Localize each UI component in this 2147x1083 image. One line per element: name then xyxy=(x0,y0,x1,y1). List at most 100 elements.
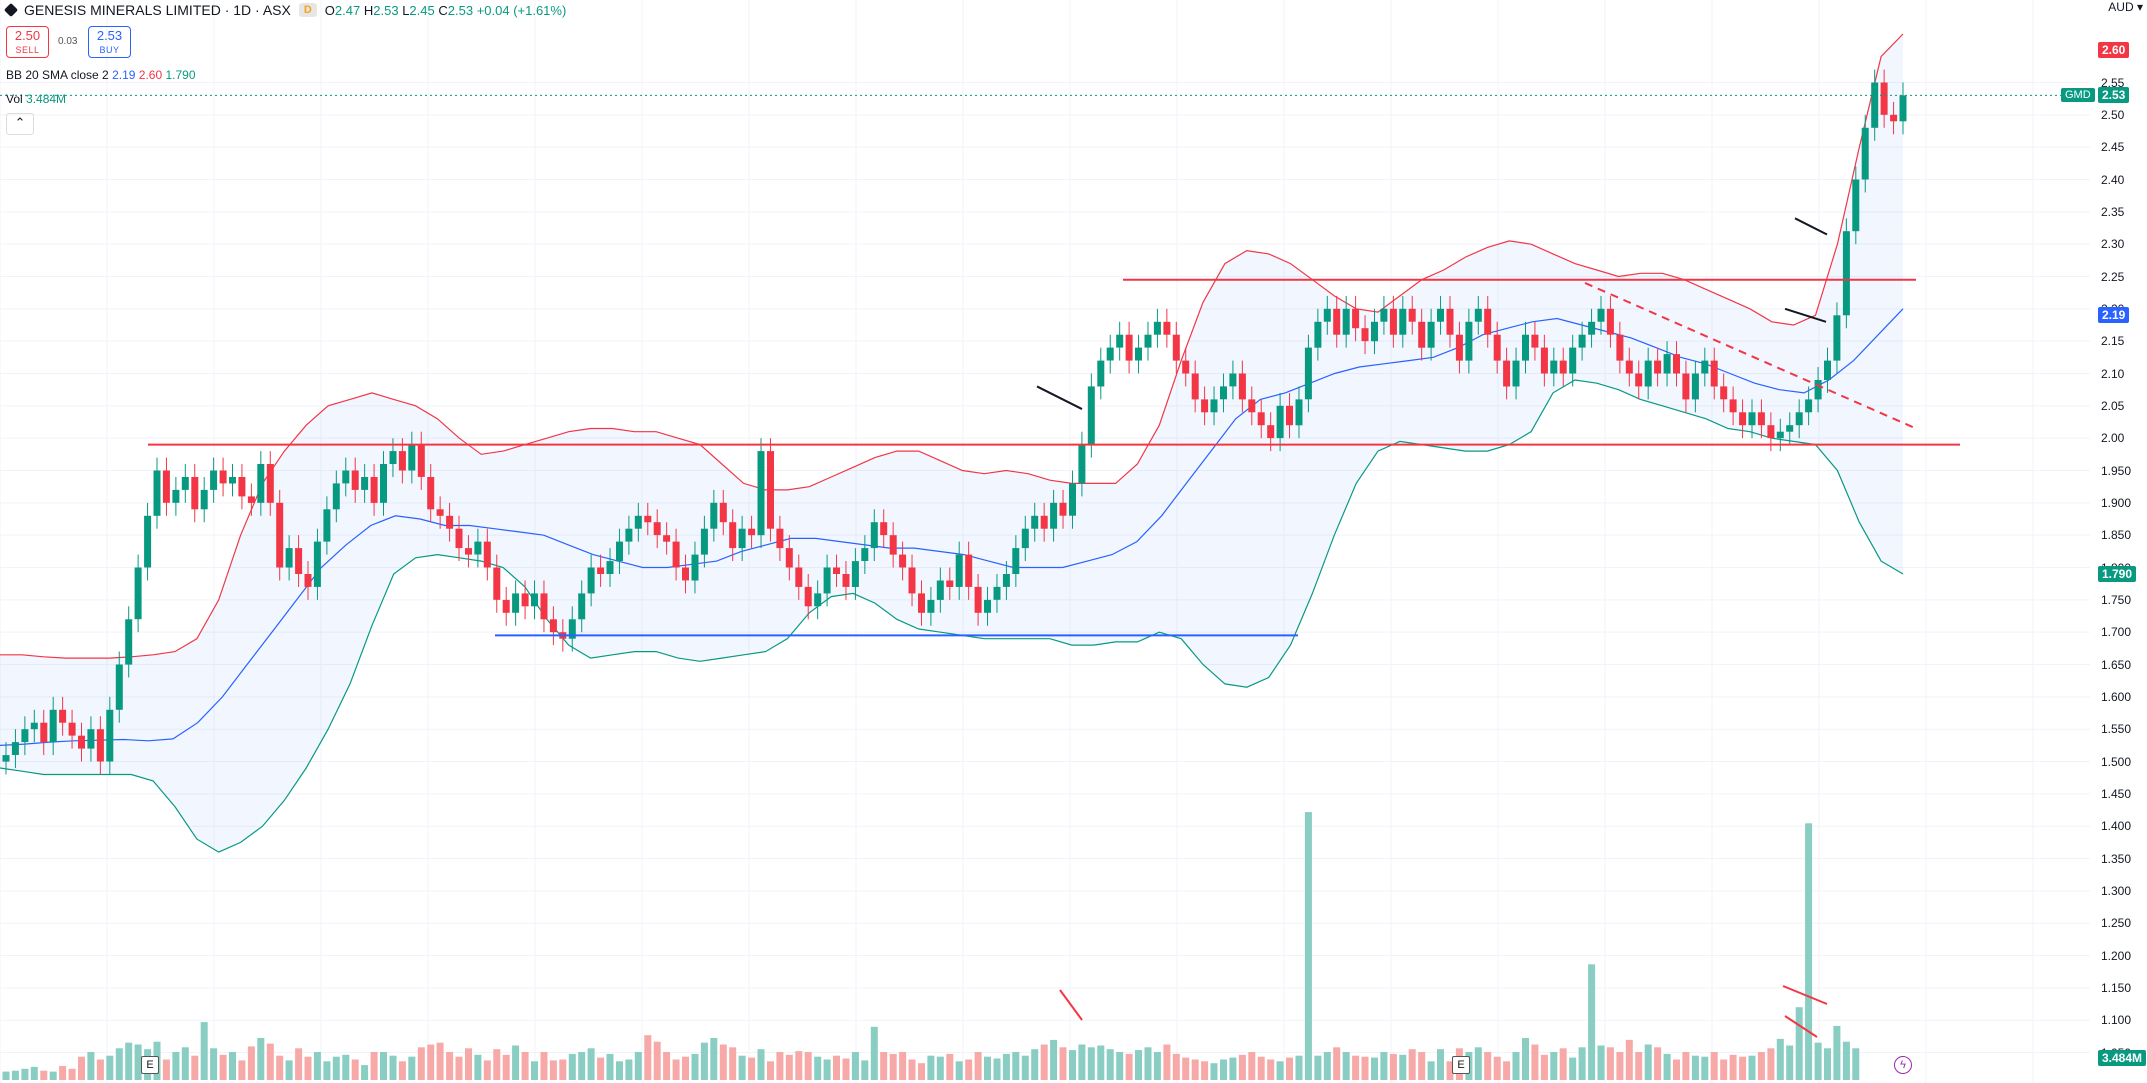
bb-upper-value: 2.60 xyxy=(138,68,163,82)
candle-body xyxy=(776,528,784,549)
axis-tick-label: 2.05 xyxy=(2101,398,2125,413)
volume-bar xyxy=(87,1052,95,1080)
candle-body xyxy=(106,709,114,762)
spread-value: 0.03 xyxy=(58,36,78,47)
candle-body xyxy=(587,567,595,594)
candle-body xyxy=(1238,373,1246,400)
candle-body xyxy=(238,477,246,497)
candle-body xyxy=(1550,360,1558,374)
candle-body xyxy=(1078,444,1086,484)
candle-body xyxy=(417,444,425,477)
buy-button[interactable]: 2.53 BUY xyxy=(88,26,131,58)
candle-body xyxy=(342,470,350,484)
current-price-tag: 2.53 xyxy=(2098,87,2130,104)
volume-bar xyxy=(691,1053,699,1080)
volume-bar xyxy=(1682,1052,1690,1080)
candle-body xyxy=(729,522,737,549)
volume-bar xyxy=(1663,1053,1671,1080)
candle-body xyxy=(861,548,869,561)
candle-body xyxy=(738,528,746,549)
volume-bar xyxy=(767,1061,774,1080)
candle-body xyxy=(880,522,888,536)
candle-body xyxy=(1389,308,1397,335)
candle-body xyxy=(144,515,152,568)
volume-bar xyxy=(465,1048,472,1080)
volume-bar xyxy=(361,1065,369,1080)
candle-body xyxy=(1540,347,1548,374)
candle-body xyxy=(1710,360,1718,387)
volume-bar xyxy=(1229,1057,1237,1080)
candle-body xyxy=(993,586,1001,600)
candle-body xyxy=(757,451,765,536)
volume-bar xyxy=(729,1047,737,1080)
volume-bar xyxy=(1616,1052,1624,1080)
candle-body xyxy=(1757,412,1765,426)
volume-bar xyxy=(1323,1052,1331,1080)
volume-bar xyxy=(210,1048,218,1080)
candle-body xyxy=(1701,360,1709,374)
candle-body xyxy=(1352,308,1360,329)
volume-bar xyxy=(389,1055,397,1080)
bollinger-legend[interactable]: BB 20 SMA close 2 2.19 2.60 1.790 xyxy=(6,68,196,82)
candle-body xyxy=(1333,308,1341,335)
volume-bar xyxy=(616,1061,623,1080)
volume-bar xyxy=(247,1046,255,1080)
candle-body xyxy=(162,470,170,503)
axis-tick-label: 1.600 xyxy=(2101,689,2132,704)
volume-bar xyxy=(493,1049,501,1080)
candle-body xyxy=(446,515,454,529)
price-axis[interactable]: AUD ▾ 2.552.502.452.402.352.302.252.202.… xyxy=(2090,0,2147,1083)
lightning-icon[interactable]: ϟ xyxy=(1894,1056,1912,1074)
volume-bar xyxy=(899,1052,907,1080)
axis-tick-label: 1.700 xyxy=(2101,625,2132,640)
candle-body xyxy=(474,541,482,555)
candle-body xyxy=(691,554,699,581)
axis-tick-label: 1.750 xyxy=(2101,592,2132,607)
bb-basis-value: 2.19 xyxy=(112,68,136,82)
candle-body xyxy=(219,470,227,484)
volume-bar xyxy=(795,1051,803,1080)
volume-bar xyxy=(653,1041,661,1080)
volume-bar xyxy=(417,1047,425,1080)
volume-bar xyxy=(1842,1041,1850,1080)
axis-tick-label: 1.650 xyxy=(2101,657,2132,672)
sell-button[interactable]: 2.50 SELL xyxy=(6,26,49,58)
volume-bar xyxy=(1484,1052,1492,1080)
volume-bar xyxy=(634,1052,642,1080)
volume-bar xyxy=(1106,1049,1114,1080)
candle-body xyxy=(1021,528,1029,549)
symbol-title[interactable]: GENESIS MINERALS LIMITED · 1D · ASX xyxy=(24,2,291,18)
price-chart[interactable] xyxy=(0,0,2090,1083)
currency-selector[interactable]: AUD ▾ xyxy=(2108,0,2143,14)
candle-body xyxy=(1097,360,1105,387)
volume-bar xyxy=(1286,1057,1293,1080)
symbol-header[interactable]: GENESIS MINERALS LIMITED · 1D · ASX D O2… xyxy=(3,2,566,18)
volume-bar xyxy=(1814,1042,1822,1080)
volume-bar xyxy=(106,1055,114,1080)
collapse-legend-button[interactable]: ⌃ xyxy=(6,113,34,135)
candle-body xyxy=(257,464,265,503)
volume-bar xyxy=(936,1056,944,1080)
volume-bar xyxy=(1625,1039,1633,1080)
volume-legend[interactable]: Vol 3.484M xyxy=(6,92,66,106)
volume-bar xyxy=(295,1048,303,1080)
volume-annotation-arrow xyxy=(1784,1015,1818,1038)
candle-body xyxy=(398,451,406,471)
volume-bar xyxy=(1446,1061,1454,1080)
market-status-badge[interactable]: D xyxy=(298,3,317,17)
candle-body xyxy=(191,477,199,510)
candle-body xyxy=(370,477,378,503)
candle-body xyxy=(1654,360,1662,374)
candle-body xyxy=(521,593,529,607)
earnings-badge[interactable]: E xyxy=(141,1056,159,1074)
candle-body xyxy=(115,664,123,710)
earnings-badge[interactable]: E xyxy=(1452,1056,1470,1074)
volume-bar xyxy=(1389,1053,1397,1080)
buy-label: BUY xyxy=(99,45,120,55)
candle-body xyxy=(1493,334,1501,361)
vol-value: 3.484M xyxy=(26,92,67,106)
candle-body xyxy=(870,522,878,549)
volume-bar xyxy=(1059,1047,1067,1080)
candle-body xyxy=(606,561,614,574)
candle-body xyxy=(1267,425,1275,439)
